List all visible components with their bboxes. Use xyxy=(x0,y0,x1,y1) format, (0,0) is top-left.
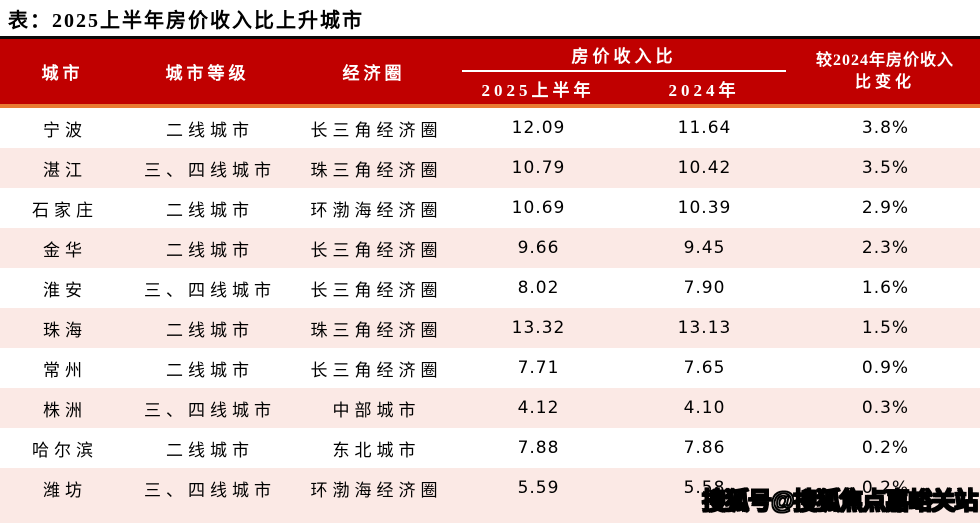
economic-circle-cell: 长三角经济圈 xyxy=(310,120,443,140)
economic-circle-cell: 中部城市 xyxy=(332,400,421,420)
table-row: 哈尔滨 二线城市 东北城市 7.88 7.86 0.2% xyxy=(0,428,980,468)
page-title: 表：2025上半年房价收入比上升城市 xyxy=(8,10,364,32)
economic-circle-cell: 长三角经济圈 xyxy=(310,240,443,260)
ratio-2025h1-cell: 8.02 xyxy=(517,278,560,298)
change-cell: 1.5% xyxy=(861,318,910,338)
tier-cell: 三、四线城市 xyxy=(144,160,276,180)
table-row: 株洲 三、四线城市 中部城市 4.12 4.10 0.3% xyxy=(0,388,980,428)
table-row: 金华 二线城市 长三角经济圈 9.66 9.45 2.3% xyxy=(0,228,980,268)
economic-circle-cell: 环渤海经济圈 xyxy=(310,480,443,500)
ratio-2025h1-cell: 10.79 xyxy=(511,158,566,178)
city-cell: 宁波 xyxy=(43,120,87,140)
table-row: 宁波 二线城市 长三角经济圈 12.09 11.64 3.8% xyxy=(0,108,980,148)
change-cell: 0.3% xyxy=(861,398,910,418)
col-header-2024: 2024年 xyxy=(668,80,740,100)
economic-circle-cell: 珠三角经济圈 xyxy=(310,160,443,180)
header-accent-line xyxy=(0,104,980,108)
city-cell: 淮安 xyxy=(43,280,87,300)
tier-cell: 二线城市 xyxy=(166,320,254,340)
ratio-2024-cell: 10.42 xyxy=(677,158,732,178)
city-cell: 潍坊 xyxy=(43,480,87,500)
col-header-2025h1: 2025上半年 xyxy=(481,80,595,100)
city-cell: 株洲 xyxy=(43,400,87,420)
tier-cell: 三、四线城市 xyxy=(144,280,276,300)
tier-cell: 二线城市 xyxy=(166,240,254,260)
economic-circle-cell: 长三角经济圈 xyxy=(310,280,443,300)
ratio-2024-cell: 7.90 xyxy=(683,278,726,298)
economic-circle-cell: 珠三角经济圈 xyxy=(310,320,443,340)
ratio-2025h1-cell: 5.59 xyxy=(517,478,560,498)
city-cell: 湛江 xyxy=(43,160,87,180)
city-cell: 珠海 xyxy=(43,320,87,340)
change-cell: 3.8% xyxy=(861,118,910,138)
housing-price-income-table: 城市 城市等级 经济圈 房价收入比 2025上半年 2024年 较2024年房价… xyxy=(0,36,980,523)
watermark: 搜狐号@搜狐焦点嘉峪关站 xyxy=(701,487,979,516)
city-cell: 石家庄 xyxy=(32,200,98,220)
col-header-circle: 经济圈 xyxy=(342,64,406,83)
col-group-header-ratio: 房价收入比 xyxy=(462,39,786,72)
change-cell: 0.2% xyxy=(861,478,910,498)
table-row: 淮安 三、四线城市 长三角经济圈 8.02 7.90 1.6% xyxy=(0,268,980,308)
table-row: 湛江 三、四线城市 珠三角经济圈 10.79 10.42 3.5% xyxy=(0,148,980,188)
change-cell: 1.6% xyxy=(861,278,910,298)
ratio-2025h1-cell: 7.71 xyxy=(517,358,560,378)
ratio-2024-cell: 13.13 xyxy=(677,318,732,338)
ratio-2024-cell: 9.45 xyxy=(683,238,726,258)
table-row: 珠海 二线城市 珠三角经济圈 13.32 13.13 1.5% xyxy=(0,308,980,348)
ratio-2025h1-cell: 13.32 xyxy=(511,318,566,338)
city-cell: 金华 xyxy=(43,240,87,260)
cutoff-row-filler xyxy=(0,508,980,523)
tier-cell: 二线城市 xyxy=(166,440,254,460)
ratio-2024-cell: 10.39 xyxy=(677,198,732,218)
table-header: 城市 城市等级 经济圈 房价收入比 2025上半年 2024年 较2024年房价… xyxy=(0,36,980,104)
ratio-2025h1-cell: 7.88 xyxy=(517,438,560,458)
ratio-2025h1-cell: 4.12 xyxy=(517,398,560,418)
col-header-change-line2: 比变化 xyxy=(854,73,915,91)
table-row: 石家庄 二线城市 环渤海经济圈 10.69 10.39 2.9% xyxy=(0,188,980,228)
col-header-city: 城市 xyxy=(41,64,84,83)
tier-cell: 三、四线城市 xyxy=(144,400,276,420)
table-row: 潍坊 三、四线城市 环渤海经济圈 5.59 5.58 0.2% xyxy=(0,468,980,508)
tier-cell: 二线城市 xyxy=(166,360,254,380)
economic-circle-cell: 东北城市 xyxy=(332,440,421,460)
table-row: 常州 二线城市 长三角经济圈 7.71 7.65 0.9% xyxy=(0,348,980,388)
city-cell: 常州 xyxy=(43,360,87,380)
ratio-2024-cell: 7.86 xyxy=(683,438,726,458)
ratio-2024-cell: 7.65 xyxy=(683,358,726,378)
tier-cell: 二线城市 xyxy=(166,200,254,220)
city-cell: 哈尔滨 xyxy=(32,440,98,460)
change-cell: 3.5% xyxy=(861,158,910,178)
ratio-2025h1-cell: 10.69 xyxy=(511,198,566,218)
ratio-2024-cell: 11.64 xyxy=(677,118,732,138)
col-header-change: 较2024年房价收入 比变化 xyxy=(790,39,980,104)
change-cell: 2.9% xyxy=(861,198,910,218)
change-cell: 2.3% xyxy=(861,238,910,258)
economic-circle-cell: 环渤海经济圈 xyxy=(310,200,443,220)
col-header-change-line1: 较2024年房价收入 xyxy=(815,51,954,69)
ratio-2024-cell: 4.10 xyxy=(683,398,726,418)
change-cell: 0.2% xyxy=(861,438,910,458)
table-body: 宁波 二线城市 长三角经济圈 12.09 11.64 3.8% 湛江 三、四线城市 珠三角经济圈… xyxy=(0,108,980,508)
col-header-tier: 城市等级 xyxy=(165,64,250,83)
ratio-2025h1-cell: 9.66 xyxy=(517,238,560,258)
tier-cell: 二线城市 xyxy=(166,120,254,140)
ratio-2025h1-cell: 12.09 xyxy=(511,118,566,138)
ratio-2024-cell: 5.58 xyxy=(683,478,726,498)
change-cell: 0.9% xyxy=(861,358,910,378)
tier-cell: 三、四线城市 xyxy=(144,480,276,500)
economic-circle-cell: 长三角经济圈 xyxy=(310,360,443,380)
